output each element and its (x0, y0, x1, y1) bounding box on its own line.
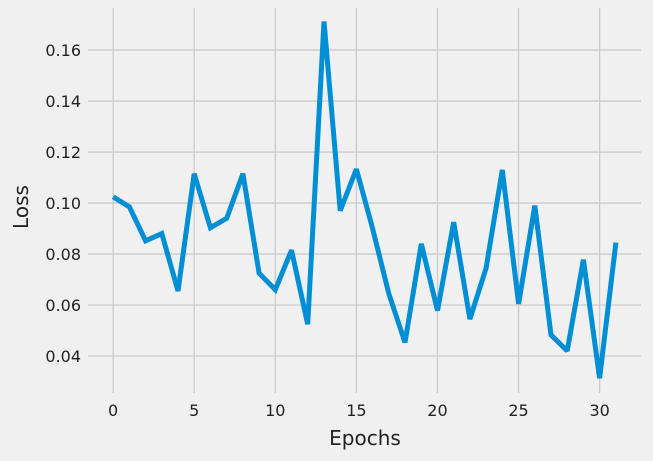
loss-data-point (484, 266, 489, 271)
x-tick-label: 15 (346, 401, 366, 420)
loss-data-point (192, 171, 197, 176)
loss-data-point (127, 204, 132, 209)
loss-data-point (532, 203, 537, 208)
y-tick-label: 0.10 (45, 194, 81, 213)
x-tick-label: 10 (265, 401, 285, 420)
x-axis-label: Epochs (329, 426, 401, 450)
y-tick-label: 0.12 (45, 143, 81, 162)
x-tick-label: 0 (108, 401, 118, 420)
loss-data-point (273, 287, 278, 292)
loss-data-point (159, 231, 164, 236)
loss-data-point (370, 226, 375, 231)
loss-data-point (143, 238, 148, 243)
y-axis-label: Loss (9, 185, 33, 229)
loss-data-point (338, 208, 343, 213)
loss-data-point (435, 308, 440, 313)
x-tick-labels: 0 5 10 15 20 25 30 (108, 401, 610, 420)
loss-data-point (322, 19, 327, 24)
loss-data-point (597, 376, 602, 381)
loss-data-point (565, 348, 570, 353)
loss-data-point (613, 240, 618, 245)
y-tick-label: 0.14 (45, 92, 81, 111)
series-group (111, 19, 619, 381)
x-tick-label: 25 (508, 401, 528, 420)
loss-data-point (289, 248, 294, 253)
loss-data-point (224, 216, 229, 221)
loss-data-point (581, 257, 586, 262)
loss-data-point (176, 289, 181, 294)
loss-data-point (419, 241, 424, 246)
loss-data-point (208, 225, 213, 230)
loss-data-point (354, 167, 359, 172)
loss-data-point (451, 220, 456, 225)
y-tick-labels: 0.04 0.06 0.08 0.10 0.12 0.14 0.16 (45, 41, 81, 366)
loss-data-point (467, 317, 472, 322)
loss-data-point (549, 332, 554, 337)
x-tick-label: 5 (189, 401, 199, 420)
loss-data-point (500, 167, 505, 172)
loss-series-line (111, 21, 619, 379)
y-tick-label: 0.04 (45, 347, 81, 366)
loss-data-point (386, 291, 391, 296)
loss-data-point (257, 271, 262, 276)
x-tick-label: 30 (589, 401, 609, 420)
loss-data-point (516, 301, 521, 306)
y-tick-label: 0.08 (45, 245, 81, 264)
loss-data-point (403, 340, 408, 345)
loss-data-point (111, 194, 116, 199)
y-tick-label: 0.16 (45, 41, 81, 60)
y-tick-label: 0.06 (45, 296, 81, 315)
loss-data-point (240, 171, 245, 176)
loss-data-point (305, 322, 310, 327)
x-tick-label: 20 (427, 401, 447, 420)
